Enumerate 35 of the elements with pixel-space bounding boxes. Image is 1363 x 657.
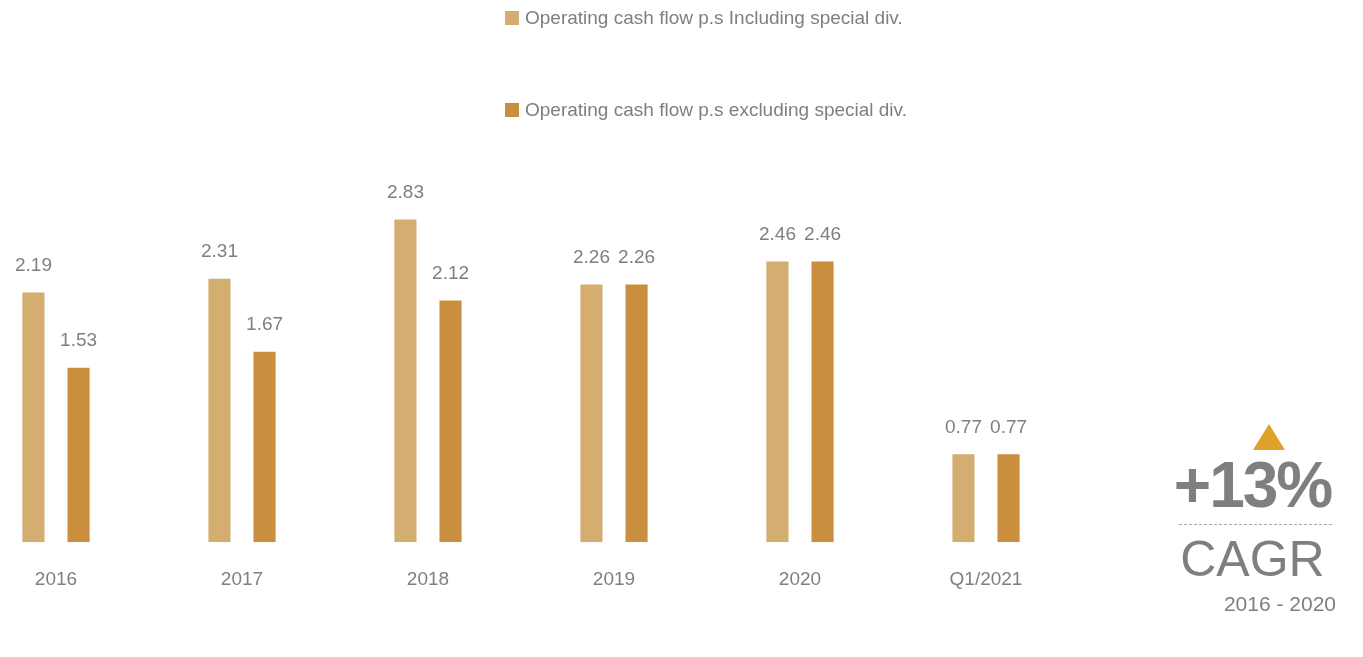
data-label: 1.67 (246, 313, 284, 335)
bar (394, 219, 417, 543)
x-tick-label: Q1/2021 (949, 567, 1023, 589)
data-label: 2.83 (386, 181, 424, 203)
data-label: 2.26 (618, 246, 656, 268)
data-label: 2.19 (14, 254, 52, 276)
data-label: 1.53 (60, 329, 98, 351)
legend-label: Operating cash flow p.s excluding special div. (525, 99, 907, 121)
data-label: 2.31 (200, 240, 238, 262)
text: +13% (1172, 449, 1333, 521)
bar (67, 367, 90, 543)
data-label: 2.12 (432, 262, 470, 284)
bar (580, 284, 603, 543)
bar (952, 454, 975, 543)
x-tick-label: 2019 (592, 567, 636, 589)
data-label: 2.26 (572, 246, 610, 268)
data-label: 0.77 (944, 416, 982, 438)
bar (811, 261, 834, 543)
x-tick-label: 2016 (34, 567, 78, 589)
text: CAGR (1179, 531, 1326, 587)
bar (766, 261, 789, 543)
legend-label: Operating cash flow p.s Including special div. (525, 7, 903, 29)
bar (625, 284, 648, 543)
bar (208, 278, 231, 543)
x-tick-label: 2020 (778, 567, 822, 589)
bar (439, 300, 462, 543)
data-label: 2.46 (758, 223, 796, 245)
x-tick-label: 2018 (406, 567, 450, 589)
x-tick-label: 2017 (220, 567, 264, 589)
bar (22, 292, 45, 543)
data-label: 0.77 (990, 416, 1028, 438)
bar (253, 351, 276, 543)
data-label: 2.46 (804, 223, 842, 245)
text: 2016 - 2020 (1222, 591, 1337, 617)
bar (997, 454, 1020, 543)
